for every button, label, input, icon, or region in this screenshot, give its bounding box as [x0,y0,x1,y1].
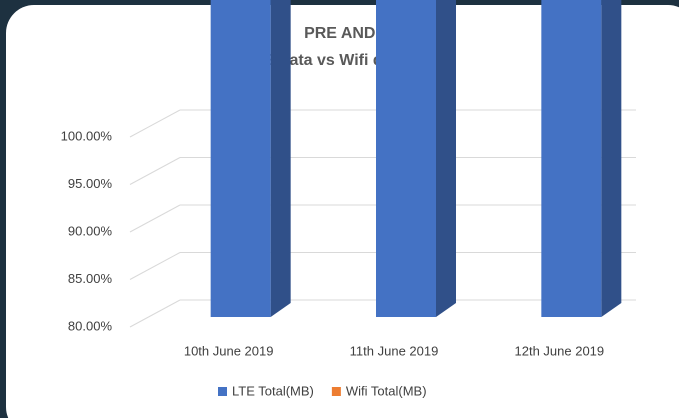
grid-line [129,252,181,280]
grid-line [129,299,181,328]
grid-line [129,109,181,138]
card [6,5,679,418]
y-tick-label: 95.00% [68,176,113,191]
legend-label: LTE Total(MB) [232,383,314,398]
x-tick-label: 10th June 2019 [184,343,274,358]
legend-label: Wifi Total(MB) [346,383,427,398]
y-tick-label: 90.00% [68,223,113,238]
y-tick-label: 100.00% [61,128,113,143]
bar [541,0,602,317]
bar-side [436,0,456,317]
x-tick-label: 11th June 2019 [350,343,439,358]
x-tick-label: 12th June 2019 [515,343,605,358]
grid-line [129,204,181,233]
y-tick-label: 80.00% [68,318,113,333]
legend-swatch [331,387,341,396]
chart-title: PRE ANDSF [304,25,396,42]
grid-line [129,157,181,185]
bar-side [601,0,622,317]
legend-swatch [218,387,227,396]
y-tick-label: 85.00% [68,271,113,286]
bar [210,0,271,317]
bar-side [270,0,291,317]
bar [376,0,436,317]
